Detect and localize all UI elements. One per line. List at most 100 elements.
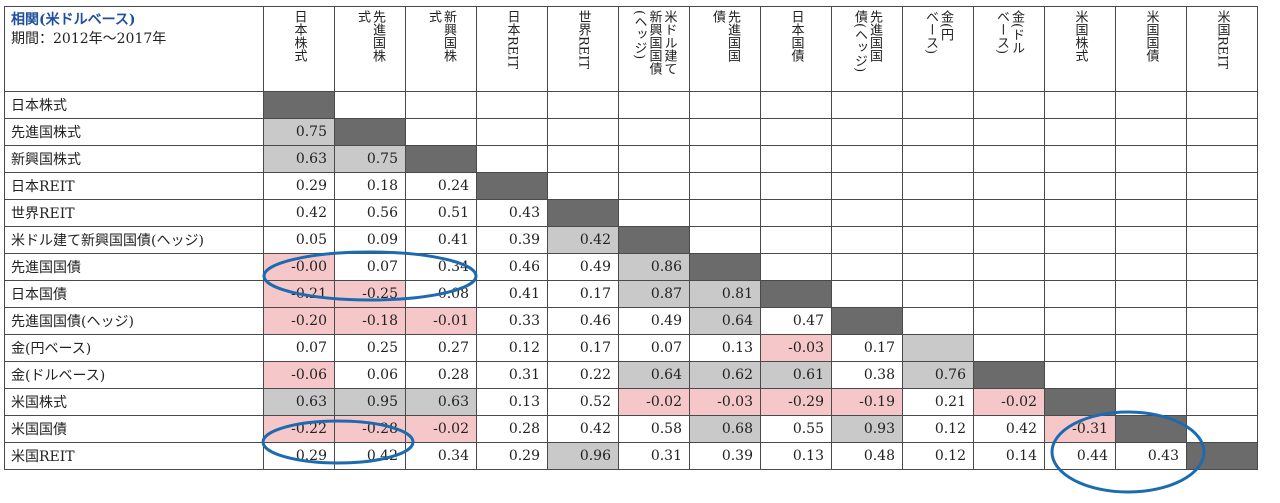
correlation-cell: 0.51 [405,199,477,227]
empty-cell [1186,388,1258,416]
column-header: 新興国株 式 [405,6,477,92]
empty-cell [1115,334,1187,362]
empty-cell [1186,415,1258,443]
correlation-cell: -0.03 [689,388,761,416]
empty-cell [547,91,619,119]
empty-cell [689,199,761,227]
empty-cell [1115,118,1187,146]
empty-cell [334,91,406,119]
correlation-cell: 0.27 [405,334,477,362]
empty-cell [405,91,477,119]
row-label: 米国REIT [4,442,264,470]
correlation-cell: 0.43 [1115,442,1187,470]
correlation-cell: 0.14 [973,442,1045,470]
empty-cell [973,91,1045,119]
empty-cell [1115,91,1187,119]
table-row: 日本国債 -0.21 -0.25 0.08 0.41 0.17 0.87 0.81 [4,280,1258,308]
empty-cell [831,145,903,173]
empty-cell [902,145,974,173]
column-header: 先進国国 債(ヘッジ) [831,6,903,92]
empty-cell [1186,91,1258,119]
empty-cell [831,172,903,200]
empty-cell [1044,253,1116,281]
column-header: 世界REIT [547,6,619,92]
empty-cell [973,145,1045,173]
column-header-label: 先進国株 式 [355,10,385,62]
empty-cell [405,118,477,146]
row-label: 日本国債 [4,280,264,308]
column-header: 日本株式 [263,6,335,92]
empty-cell [1044,91,1116,119]
empty-cell [1044,307,1116,335]
table-row: 日本REIT 0.29 0.18 0.24 [4,172,1258,200]
correlation-cell: 0.07 [263,334,335,362]
correlation-cell: 0.21 [902,388,974,416]
empty-cell [618,199,690,227]
row-label: 先進国株式 [4,118,264,146]
empty-cell [831,199,903,227]
correlation-cell: 0.55 [760,415,832,443]
correlation-cell: 0.75 [334,145,406,173]
table-row: 先進国国債 -0.00 0.07 0.34 0.46 0.49 0.86 [4,253,1258,281]
correlation-cell: 0.81 [689,280,761,308]
correlation-cell: 0.63 [405,388,477,416]
column-header-label: 米国国債 [1143,10,1159,62]
correlation-cell: 0.33 [476,307,548,335]
empty-cell [618,145,690,173]
correlation-cell: 0.08 [405,280,477,308]
correlation-cell: -0.20 [263,307,335,335]
empty-cell [547,118,619,146]
empty-cell [1044,226,1116,254]
correlation-cell: 0.29 [476,442,548,470]
empty-cell [689,91,761,119]
empty-cell [760,172,832,200]
column-header: 金(ドル ベース) [973,6,1045,92]
column-header-label: 日本国債 [788,10,804,62]
diagonal-cell [263,91,335,119]
diagonal-cell [973,361,1045,389]
correlation-cell: 0.25 [334,334,406,362]
correlation-cell: 0.42 [547,226,619,254]
correlation-cell: 0.47 [760,307,832,335]
table-row: 世界REIT 0.42 0.56 0.51 0.43 [4,199,1258,227]
empty-cell [760,118,832,146]
correlation-cell: -0.01 [405,307,477,335]
column-header: 先進国株 式 [334,6,406,92]
correlation-cell: 0.05 [263,226,335,254]
correlation-cell: 0.62 [689,361,761,389]
correlation-cell: 0.12 [476,334,548,362]
correlation-cell: -0.02 [618,388,690,416]
row-label: 金(ドルベース) [4,361,264,389]
empty-cell [831,118,903,146]
empty-cell [973,118,1045,146]
correlation-cell: -0.06 [263,361,335,389]
empty-cell [902,280,974,308]
correlation-cell: 0.18 [334,172,406,200]
empty-cell [1044,172,1116,200]
column-header: 米国株式 [1044,6,1116,92]
diagonal-cell [831,307,903,335]
correlation-cell: 0.42 [547,415,619,443]
correlation-cell: -0.28 [334,415,406,443]
empty-cell [760,226,832,254]
empty-cell [1186,145,1258,173]
column-header-label: 世界REIT [575,10,591,70]
correlation-cell: -0.02 [973,388,1045,416]
column-header: 日本REIT [476,6,548,92]
correlation-cell: 0.39 [689,442,761,470]
column-header-label: 新興国株 式 [426,10,456,62]
table-row: 米国株式 0.63 0.95 0.63 0.13 0.52 -0.02 -0.03 -0.29-… [4,388,1258,416]
empty-cell [1186,118,1258,146]
empty-cell [1115,226,1187,254]
empty-cell [831,226,903,254]
row-label: 先進国国債(ヘッジ) [4,307,264,335]
correlation-cell: 0.13 [760,442,832,470]
empty-cell [973,334,1045,362]
correlation-cell: 0.17 [831,334,903,362]
row-label: 世界REIT [4,199,264,227]
column-header-label: 日本株式 [291,10,307,62]
column-header-label: 米ドル建て 新興国国債 (ヘッジ) [631,10,677,75]
correlation-cell: -0.03 [760,334,832,362]
empty-cell [1044,334,1116,362]
empty-cell [1115,145,1187,173]
